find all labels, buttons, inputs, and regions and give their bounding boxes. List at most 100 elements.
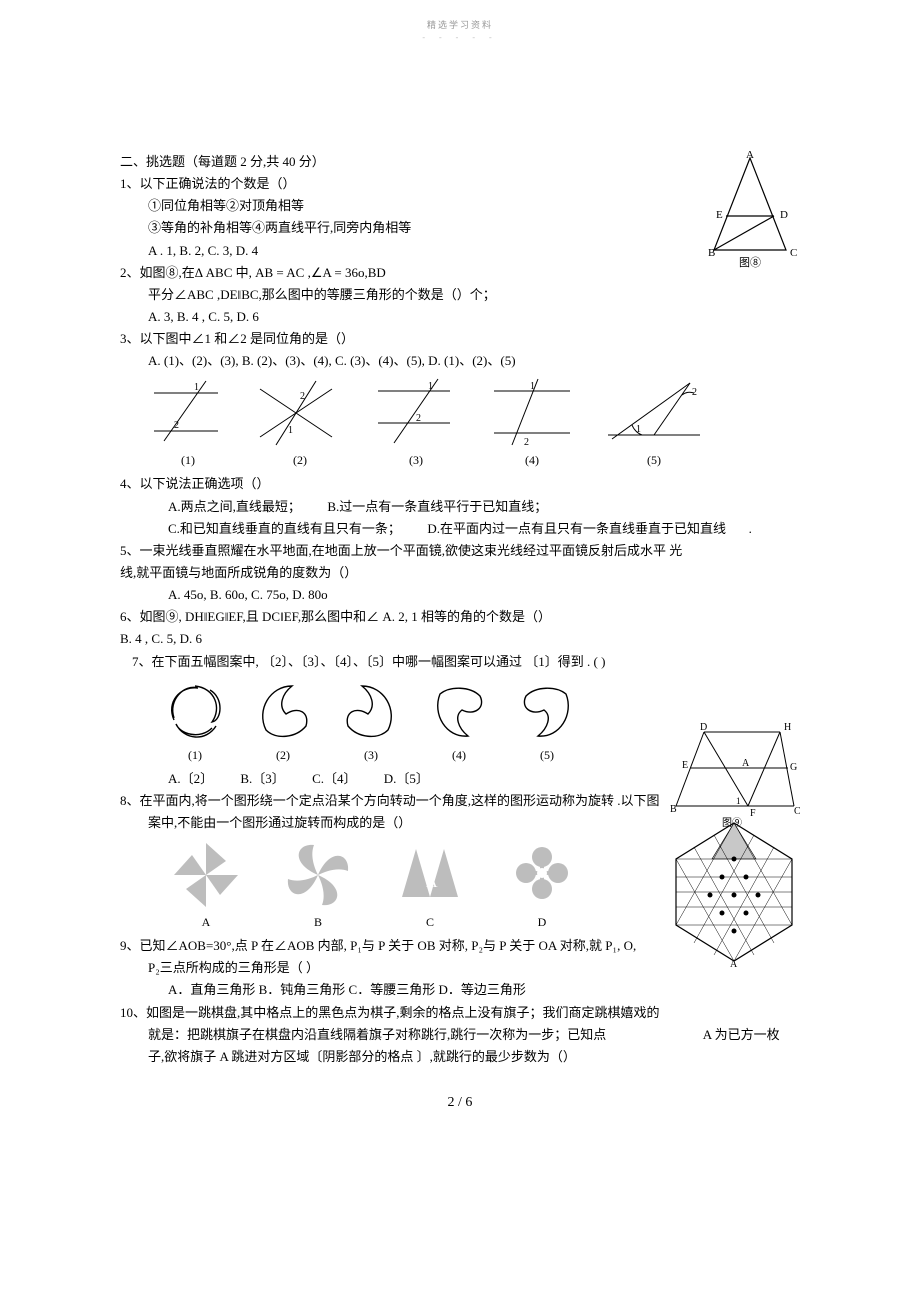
svg-text:1: 1 — [636, 424, 641, 435]
q10-line3: 子,欲将旗子 A 跳进对方区域〔阴影部分的格点 〕,就跳行的最少步数为（） — [120, 1047, 800, 1067]
q4-d: D.在平面内过一点有且只有一条直线垂直于已知直线 — [427, 521, 726, 536]
page-footer: 2 / 6 — [120, 1095, 800, 1111]
q8-fig-b: B — [280, 837, 356, 930]
q8-fig-d: D — [504, 837, 580, 930]
angle-diagram-icon: 1 2 — [604, 375, 704, 451]
q2-options: A. 3, B. 4 , C. 5, D. 6 — [120, 307, 800, 327]
q3-fig5: 1 2 (5) — [604, 375, 704, 468]
svg-text:A: A — [746, 150, 754, 161]
q7-fig2: (2) — [248, 676, 318, 763]
q3-fig1-caption: (1) — [148, 453, 228, 468]
q3-fig4: 1 2 (4) — [488, 375, 576, 468]
q8-label-d: D — [504, 915, 580, 930]
q3-fig1: 1 2 (1) — [148, 375, 228, 468]
svg-text:H: H — [784, 722, 791, 733]
q1-stem: 1、以下正确说法的个数是（） — [120, 174, 800, 194]
q8-label-a: A — [168, 915, 244, 930]
angle-diagram-icon: 2 1 — [256, 375, 344, 451]
svg-text:E: E — [716, 209, 723, 221]
q7-fig4-caption: (4) — [424, 748, 494, 763]
q7-fig5-caption: (5) — [512, 748, 582, 763]
figure-8: A B C D E 图⑧ — [700, 150, 800, 268]
triangle-icon: A B C D E 图⑧ — [700, 150, 800, 268]
q5-line1: 5、一束光线垂直照耀在水平地面,在地面上放一个平面镜,欲使这束光线经过平面镜反射… — [120, 541, 800, 561]
q3-fig2-caption: (2) — [256, 453, 344, 468]
pinwheel-curved-icon — [280, 837, 356, 913]
q7-fig5: (5) — [512, 676, 582, 763]
svg-text:图⑧: 图⑧ — [739, 256, 761, 268]
page-header-dashes: - - - - - — [120, 33, 800, 42]
q4-cd: C.和已知直线垂直的直线有且只有一条； D.在平面内过一点有且只有一条直线垂直于… — [120, 519, 800, 539]
page-header-label: 精选学习资料 — [120, 18, 800, 31]
leaf-icon — [248, 676, 318, 746]
q3-options: A. (1)、(2)、(3), B. (2)、(3)、(4), C. (3)、(… — [120, 351, 800, 371]
q7-fig4: (4) — [424, 676, 494, 763]
q3-figures: 1 2 (1) 2 1 (2) 1 2 (3) — [148, 375, 800, 468]
svg-text:2: 2 — [300, 391, 305, 402]
q7-opt-a: A.〔2〕 — [168, 769, 213, 789]
q2-line2: 平分∠ABC ,DE‖BC,那么图中的等腰三角形的个数是（）个； — [120, 285, 800, 305]
svg-text:D: D — [700, 722, 707, 733]
svg-text:2: 2 — [692, 387, 697, 398]
q7-opt-b: B.〔3〕 — [240, 769, 284, 789]
q7-fig2-caption: (2) — [248, 748, 318, 763]
svg-text:A: A — [426, 874, 438, 891]
hexagon-board-icon: A — [664, 817, 804, 967]
q7-fig1: (1) — [160, 676, 230, 763]
q10-line2b: A 为已方一枚 — [703, 1027, 780, 1042]
svg-text:2: 2 — [174, 420, 179, 431]
clover-icon — [504, 837, 580, 913]
pinwheel-icon — [168, 837, 244, 913]
q8-fig-a: A — [168, 837, 244, 930]
angle-diagram-icon: 1 2 — [148, 375, 228, 451]
q9-options: A．直角三角形 B．钝角三角形 C．等腰三角形 D．等边三角形 — [120, 980, 800, 1000]
q4-dot: . — [749, 521, 752, 536]
q3-fig2: 2 1 (2) — [256, 375, 344, 468]
q2-line1: 2、如图⑧,在Δ ABC 中, AB = AC ,∠A = 36o,BD — [120, 263, 800, 283]
q6-line2: B. 4 , C. 5, D. 6 — [120, 629, 800, 649]
q10-line2: 就是：把跳棋旗子在棋盘内沿直线隔着旗子对称跳行,跳行一次称为一步；已知点 A 为… — [120, 1025, 800, 1045]
q7-fig3-caption: (3) — [336, 748, 406, 763]
page: 精选学习资料 - - - - - A B C D E 图⑧ 二、挑选题（每道题 … — [0, 0, 920, 1151]
svg-text:2: 2 — [524, 437, 529, 448]
q4-a: A.两点之间,直线最短； — [168, 499, 301, 514]
svg-text:D: D — [780, 209, 788, 221]
leaf-icon — [424, 676, 494, 746]
q7-opt-d: D.〔5〕 — [384, 769, 429, 789]
q4-ab: A.两点之间,直线最短； B.过一点有一条直线平行于已知直线； — [120, 497, 800, 517]
q8-label-b: B — [280, 915, 356, 930]
svg-text:E: E — [682, 760, 688, 771]
q1-line2: ①同位角相等②对顶角相等 — [120, 196, 800, 216]
svg-text:1: 1 — [288, 425, 293, 436]
svg-text:G: G — [790, 762, 797, 773]
q1-options: A . 1, B. 2, C. 3, D. 4 — [120, 241, 800, 261]
svg-text:1: 1 — [428, 381, 433, 392]
q10-line2a: 就是：把跳棋旗子在棋盘内沿直线隔着旗子对称跳行,跳行一次称为一步；已知点 — [148, 1027, 606, 1042]
svg-text:B: B — [708, 247, 715, 259]
leaf-icon — [512, 676, 582, 746]
svg-text:C: C — [794, 806, 800, 817]
q5-line2: 线,就平面镜与地面所成锐角的度数为（） — [120, 563, 800, 583]
svg-text:2: 2 — [416, 413, 421, 424]
q7-opt-c: C.〔4〕 — [312, 769, 356, 789]
double-triangle-icon: A — [392, 837, 468, 913]
q3-fig3-caption: (3) — [372, 453, 460, 468]
angle-diagram-icon: 1 2 — [372, 375, 460, 451]
q3-stem: 3、以下图中∠1 和∠2 是同位角的是（） — [120, 329, 800, 349]
trapezoid-icon: D H E A G B F 1 C 图⑨ — [670, 720, 800, 828]
q5-options: A. 45o, B. 60o, C. 75o, D. 80o — [120, 585, 800, 605]
q7-fig3: (3) — [336, 676, 406, 763]
q3-fig4-caption: (4) — [488, 453, 576, 468]
q10-board: A — [664, 817, 804, 967]
svg-text:1: 1 — [194, 382, 199, 393]
svg-text:C: C — [790, 247, 797, 259]
svg-text:1: 1 — [736, 796, 741, 806]
q4-stem: 4、以下说法正确选项（） — [120, 474, 800, 494]
q4-c: C.和已知直线垂直的直线有且只有一条； — [168, 521, 401, 536]
swirl-icon — [160, 676, 230, 746]
q8-label-c: C — [392, 915, 468, 930]
q6-line1: 6、如图⑨, DH‖EG‖EF,且 DC‖EF,那么图中和∠ A. 2, 1 相… — [120, 607, 800, 627]
figure-9: D H E A G B F 1 C 图⑨ — [670, 720, 800, 828]
q4-b: B.过一点有一条直线平行于已知直线； — [327, 499, 547, 514]
leaf-icon — [336, 676, 406, 746]
